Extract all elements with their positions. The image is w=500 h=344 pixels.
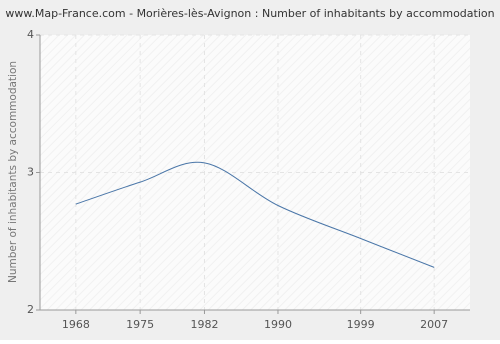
y-tick-label: 4 (27, 28, 34, 41)
x-tick-label: 1990 (264, 318, 292, 331)
y-axis-label: Number of inhabitants by accommodation (7, 61, 19, 283)
line (75, 161, 435, 268)
x-tick-label: 1999 (347, 318, 375, 331)
x-tick-label: 1968 (62, 318, 90, 331)
x-tick-label: 1982 (190, 318, 218, 331)
y-tick-label: 2 (27, 303, 34, 316)
x-tick-label: 2007 (420, 318, 448, 331)
chart-title: www.Map-France.com - Morières-lès-Avigno… (5, 7, 494, 20)
x-tick-label: 1975 (126, 318, 154, 331)
y-tick-label: 3 (27, 166, 34, 179)
plot-area (40, 35, 470, 310)
